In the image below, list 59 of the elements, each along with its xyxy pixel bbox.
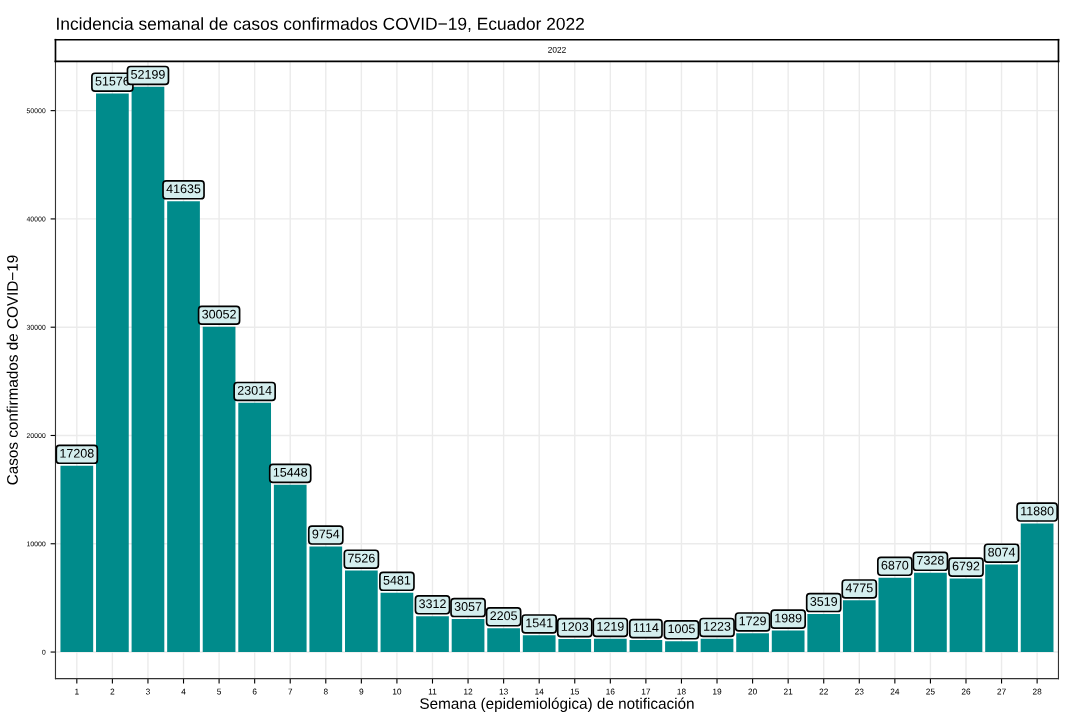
x-tick-label: 12 (464, 688, 473, 695)
y-axis-title: Casos confirmados de COVID−19 (6, 255, 18, 485)
x-tick-label: 26 (961, 688, 971, 695)
data-label: 6792 (952, 561, 980, 571)
x-tick-label: 2 (110, 688, 115, 695)
x-tick-label: 17 (641, 688, 651, 695)
x-tick-label: 14 (535, 688, 544, 695)
x-tick-label: 28 (1032, 688, 1042, 695)
data-label: 7526 (348, 553, 375, 563)
data-label: 41635 (166, 184, 201, 194)
data-label: 1541 (526, 618, 553, 628)
data-label: 23014 (237, 385, 272, 395)
x-tick-label: 13 (499, 688, 508, 695)
data-label: 8074 (988, 547, 1016, 557)
data-label: 1729 (739, 616, 766, 626)
x-tick-label: 22 (819, 688, 828, 695)
data-label: 9754 (312, 529, 340, 539)
x-tick-label: 11 (428, 688, 437, 695)
data-label: 4775 (845, 583, 873, 593)
data-label: 1989 (775, 613, 802, 623)
x-tick-label: 20 (748, 688, 757, 695)
x-tick-label: 18 (677, 688, 686, 695)
x-tick-label: 6 (252, 688, 257, 695)
x-tick-label: 7 (288, 688, 293, 695)
data-label: 5481 (383, 575, 411, 585)
data-label: 15448 (273, 467, 308, 477)
data-label: 2205 (490, 611, 518, 621)
x-tick-label: 23 (855, 688, 864, 695)
x-tick-label: 19 (713, 688, 722, 695)
data-label: 1005 (668, 624, 695, 634)
data-label: 52199 (131, 69, 165, 79)
x-tick-label: 9 (359, 688, 364, 695)
data-label: 1219 (597, 621, 624, 631)
x-tick-label: 16 (606, 688, 615, 695)
data-label: 6870 (881, 560, 909, 570)
data-label: 3312 (419, 599, 446, 609)
x-tick-label: 1 (75, 688, 79, 695)
chart-subtitle: 2022 (548, 46, 566, 53)
x-tick-label: 3 (145, 688, 150, 695)
x-tick-label: 21 (783, 688, 793, 695)
data-label: 1223 (704, 621, 731, 631)
data-label: 3057 (454, 602, 482, 611)
x-tick-label: 24 (890, 688, 900, 695)
x-tick-label: 27 (997, 688, 1006, 695)
data-label: 1114 (633, 623, 659, 632)
data-label: 1203 (561, 622, 589, 631)
data-label: 17208 (60, 448, 94, 458)
data-label: 3519 (810, 597, 838, 606)
chart-title: Incidencia semanal de casos confirmados COVID−19, Ecuador 2022 (57, 17, 584, 32)
x-tick-label: 25 (926, 688, 935, 695)
data-label: 11880 (1021, 506, 1054, 516)
data-label: 30052 (202, 309, 236, 319)
x-axis-title: Semana (epidemiológica) de notificación (420, 697, 694, 712)
x-tick-label: 15 (570, 688, 580, 695)
x-tick-label: 10 (392, 688, 402, 695)
x-tick-label: 4 (181, 688, 186, 695)
x-tick-label: 5 (217, 688, 222, 695)
x-tick-label: 8 (323, 688, 328, 695)
data-label: 7328 (917, 555, 944, 565)
